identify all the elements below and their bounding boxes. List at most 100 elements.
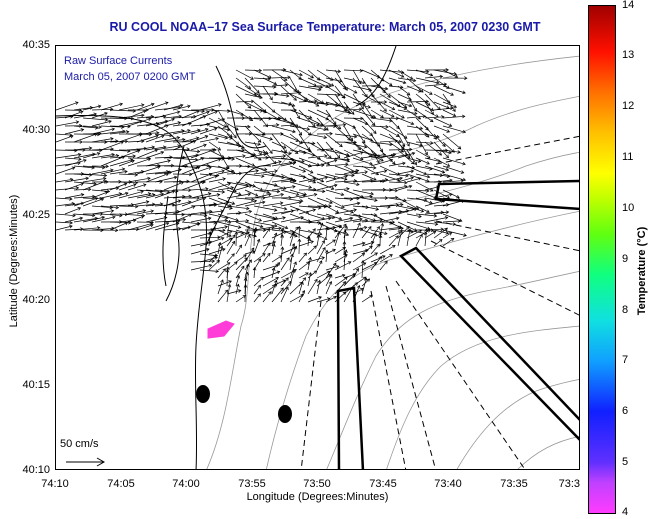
current-vector: [73, 217, 98, 223]
current-vector: [406, 125, 423, 130]
current-vector: [127, 184, 147, 191]
current-vector-head: [267, 192, 272, 197]
x-tick-label: 74:00: [172, 478, 200, 490]
current-vector-head: [418, 214, 422, 219]
current-vector-head: [407, 228, 412, 232]
current-vector: [334, 85, 345, 99]
current-vector: [352, 85, 372, 91]
current-vector: [316, 213, 335, 219]
x-tick-label: 73:35: [500, 478, 528, 490]
current-vector: [424, 116, 444, 119]
current-vector-head: [401, 145, 405, 150]
current-vector-head: [150, 102, 155, 107]
current-vector-head: [401, 115, 405, 119]
current-vector: [361, 173, 377, 181]
current-vector: [415, 149, 431, 159]
current-vector: [361, 245, 373, 255]
current-vector-head: [204, 135, 209, 139]
current-vector: [361, 77, 375, 98]
current-vector-head: [104, 111, 108, 116]
current-vector-head: [429, 118, 434, 123]
current-vector-head: [353, 90, 358, 94]
current-vector: [343, 197, 360, 199]
current-vector: [235, 244, 242, 255]
current-vector-head: [445, 68, 449, 72]
current-vector: [388, 69, 404, 78]
current-vector-head: [314, 278, 318, 283]
current-vector-head: [147, 157, 152, 162]
current-vector-head: [399, 230, 404, 234]
current-vector: [118, 160, 135, 167]
current-vector-head: [333, 121, 337, 125]
current-vector-head: [389, 82, 393, 86]
current-vector: [73, 181, 97, 185]
current-vector-head: [263, 152, 267, 157]
current-vector: [442, 232, 452, 239]
current-vector-head: [355, 268, 359, 272]
current-vector-head: [448, 123, 453, 127]
x-axis-label: Longitude (Degrees:Minutes): [246, 491, 389, 503]
current-vector: [271, 141, 287, 149]
x-tick-label: 73:3: [558, 478, 580, 490]
current-vector-head: [177, 199, 182, 204]
current-vector: [397, 208, 417, 215]
current-vector-head: [282, 216, 286, 220]
current-vector: [262, 264, 279, 271]
current-vector: [127, 210, 146, 215]
current-vector-head: [309, 170, 314, 174]
current-vector: [433, 173, 450, 177]
current-vector: [316, 260, 323, 271]
current-vector: [244, 69, 262, 71]
current-vector-head: [384, 260, 388, 265]
current-vector: [433, 165, 449, 171]
current-vector: [136, 203, 155, 207]
current-vector-head: [169, 133, 173, 138]
current-vector-head: [237, 192, 242, 196]
current-vector: [325, 225, 342, 231]
current-vector-head: [241, 145, 245, 149]
current-vector-head: [231, 253, 235, 257]
current-vector: [127, 201, 149, 207]
current-vector: [208, 232, 211, 247]
current-vector: [325, 249, 336, 255]
current-vector-head: [380, 77, 385, 82]
current-vector-head: [444, 227, 448, 232]
current-vector: [163, 219, 186, 223]
current-vector-head: [171, 202, 176, 207]
current-vector: [280, 101, 295, 107]
current-vector: [334, 247, 346, 255]
current-vector-head: [104, 140, 108, 144]
current-vector-head: [97, 104, 102, 109]
current-vector: [56, 154, 81, 159]
current-vector-head: [80, 182, 84, 187]
current-vector-head: [202, 115, 207, 119]
current-vector: [253, 205, 277, 211]
current-vector: [253, 229, 255, 247]
current-vector-head: [413, 207, 418, 212]
current-vector: [199, 158, 221, 167]
current-vector: [64, 129, 84, 135]
current-vector-head: [440, 210, 445, 215]
current-vector: [379, 153, 396, 159]
current-vector: [262, 189, 280, 192]
current-vector: [145, 171, 170, 175]
current-vector: [406, 228, 411, 247]
current-vector: [253, 226, 275, 231]
current-vector-head: [140, 215, 145, 219]
current-vector: [307, 117, 323, 126]
current-vector: [244, 247, 255, 263]
current-vector-head: [96, 226, 101, 230]
current-vector: [56, 162, 81, 167]
current-vector-head: [338, 224, 343, 229]
current-vector: [145, 160, 171, 167]
current-vector: [388, 235, 399, 247]
current-vector: [226, 155, 246, 159]
current-vector-head: [250, 99, 255, 104]
current-vector: [325, 141, 340, 159]
current-vector: [307, 109, 329, 120]
current-vector-head: [155, 121, 160, 126]
current-vector-head: [165, 124, 169, 128]
current-vector: [271, 255, 282, 263]
current-vector-head: [424, 151, 428, 156]
current-vector-head: [196, 149, 201, 154]
